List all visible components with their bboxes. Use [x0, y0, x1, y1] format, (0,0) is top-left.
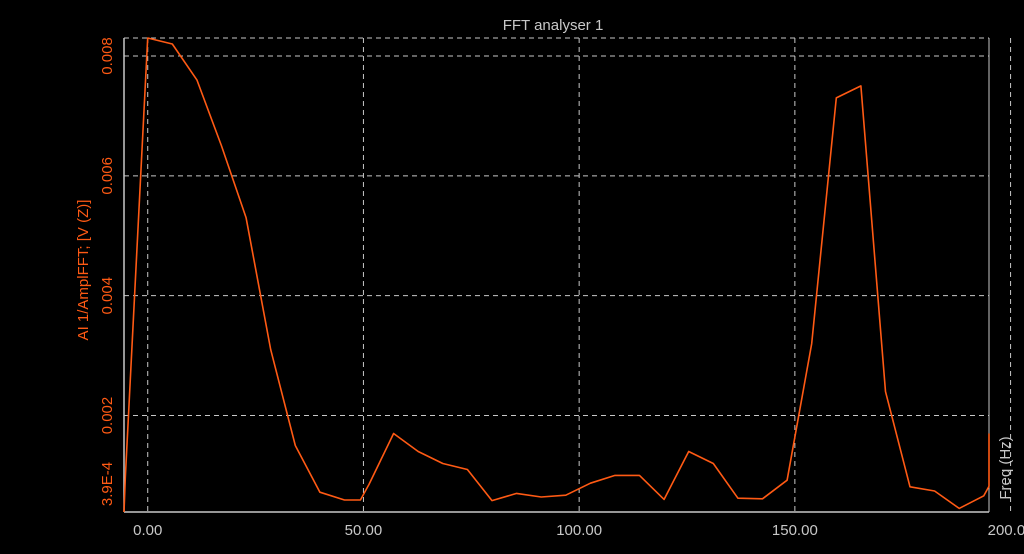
y-axis-label: AI 1/AmplFFT; [V (Z)]	[75, 200, 92, 341]
x-tick-label: 100.00	[556, 522, 602, 539]
y-tick-label: 0.008	[99, 37, 116, 75]
y-tick-label: 0.004	[99, 277, 116, 315]
x-tick-label: 50.00	[345, 522, 383, 539]
tick-labels: 0.00 50.00 100.00 150.00 200.00 3.9E-4 0.002 0.…	[99, 37, 1024, 539]
chart-title: FFT analyser 1	[503, 17, 604, 34]
x-tick-label: 0.00	[133, 522, 162, 539]
x-tick-label: 200.00	[988, 522, 1024, 539]
x-axis-label: Freq (Hz)	[997, 436, 1014, 499]
y-tick-label: 0.002	[99, 397, 116, 435]
axes	[123, 38, 989, 513]
x-tick-label: 150.00	[772, 522, 818, 539]
series-layer	[123, 37, 990, 513]
grid	[124, 37, 1012, 512]
series-line	[123, 37, 990, 513]
y-tick-label: 3.9E-4	[99, 462, 116, 506]
y-tick-label: 0.006	[99, 157, 116, 195]
